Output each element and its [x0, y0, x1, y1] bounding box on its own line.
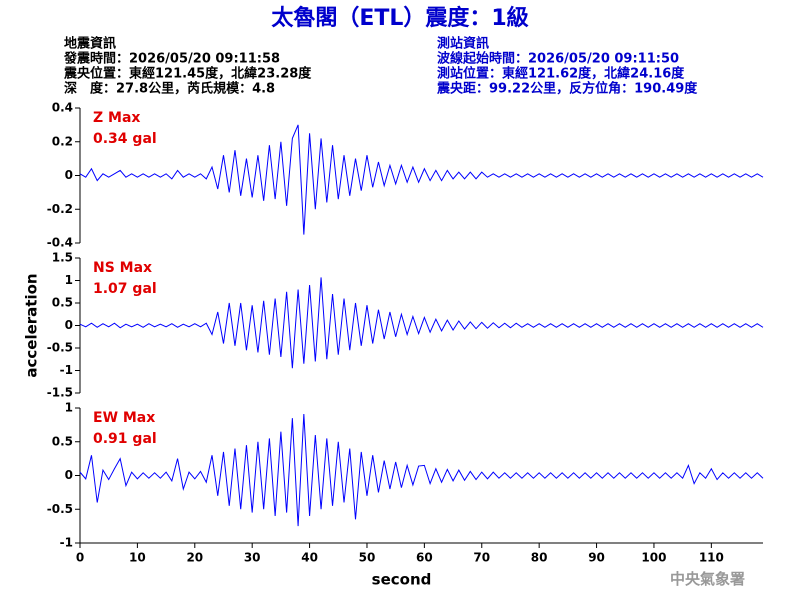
max-value: 0.91 gal [93, 431, 157, 447]
info-line: 震央距：99.22公里，反方位角：190.49度 [436, 81, 698, 97]
x-tick-label: 100 [641, 551, 666, 565]
max-label: NS Max [93, 260, 152, 276]
y-tick-label: 0 [65, 168, 73, 182]
x-tick-label: 50 [359, 551, 376, 565]
y-tick-label: 1.5 [52, 251, 73, 265]
x-tick-label: 80 [531, 551, 548, 565]
y-tick-label: -0.4 [47, 236, 73, 250]
x-tick-label: 110 [699, 551, 724, 565]
info-line: 地震資訊 [64, 36, 116, 52]
y-tick-label: -1 [60, 363, 73, 377]
max-label: Z Max [93, 110, 140, 126]
max-value: 0.34 gal [93, 131, 157, 147]
info-line: 震央位置：東經121.45度，北緯23.28度 [63, 66, 312, 82]
x-tick-label: 40 [301, 551, 318, 565]
y-tick-label: 0 [65, 318, 73, 332]
y-tick-label: 1 [65, 273, 73, 287]
y-tick-label: 0 [65, 468, 73, 482]
waveform [79, 277, 764, 369]
info-line: 發震時間：2026/05/20 09:11:58 [63, 51, 280, 67]
chart-title: 太魯閣（ETL）震度：1級 [271, 5, 528, 31]
info-line: 波線起始時間：2026/05/20 09:11:50 [437, 51, 679, 67]
info-line: 測站資訊 [437, 36, 489, 52]
x-tick-label: 0 [76, 551, 84, 565]
waveform [79, 414, 764, 527]
x-tick-label: 10 [129, 551, 146, 565]
y-tick-label: -0.5 [47, 341, 73, 355]
y-tick-label: -0.2 [47, 202, 73, 216]
y-tick-label: -1 [60, 536, 73, 550]
footer: 中央氣象署 [670, 570, 745, 588]
waveform [79, 124, 764, 235]
y-tick-label: -1.5 [47, 386, 73, 400]
x-tick-label: 90 [588, 551, 605, 565]
x-axis-label: second [372, 571, 432, 589]
x-tick-label: 30 [244, 551, 261, 565]
x-tick-label: 20 [186, 551, 203, 565]
y-tick-label: -0.5 [47, 502, 73, 516]
y-tick-label: 0.5 [52, 296, 73, 310]
max-label: EW Max [93, 410, 155, 426]
y-tick-label: 0.5 [52, 434, 73, 448]
y-tick-label: 0.2 [52, 134, 73, 148]
info-line: 測站位置：東經121.62度，北緯24.16度 [437, 66, 685, 82]
y-tick-label: 1 [65, 401, 73, 415]
y-tick-label: 0.4 [52, 101, 73, 115]
max-value: 1.07 gal [93, 281, 157, 297]
y-axis-label: acceleration [23, 273, 41, 377]
x-tick-label: 70 [473, 551, 490, 565]
x-tick-label: 60 [416, 551, 433, 565]
info-line: 深 度：27.8公里，芮氏規模：4.8 [64, 81, 275, 97]
